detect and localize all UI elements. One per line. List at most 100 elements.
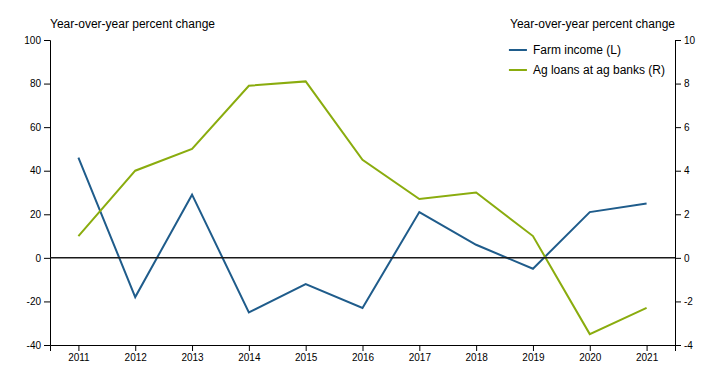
series-line xyxy=(78,81,646,334)
tick: 2013 xyxy=(181,345,204,363)
tick: -40 xyxy=(27,340,50,351)
tick-mark xyxy=(675,84,681,85)
tick-mark xyxy=(675,214,681,215)
legend-swatch xyxy=(509,69,527,71)
tick: 10 xyxy=(675,35,696,46)
tick-mark xyxy=(249,345,250,351)
tick-mark xyxy=(192,345,193,351)
chart: 2011201220132014201520162017201820192020… xyxy=(0,0,725,375)
tick: 4 xyxy=(675,165,690,176)
tick-mark xyxy=(675,258,681,259)
tick-mark xyxy=(78,345,79,351)
tick-label: 2017 xyxy=(409,352,432,363)
tick: 2014 xyxy=(238,345,261,363)
plot: 2011201220132014201520162017201820192020… xyxy=(24,17,695,363)
tick-label: 2019 xyxy=(522,352,545,363)
tick: 2012 xyxy=(125,345,148,363)
y-axis-label: Year-over-year percent change xyxy=(50,17,215,31)
tick-label: 0 xyxy=(684,253,690,264)
tick: 2019 xyxy=(522,345,545,363)
tick-mark xyxy=(419,345,420,351)
tick-label: 2018 xyxy=(466,352,489,363)
tick-label: 10 xyxy=(684,35,696,46)
tick-mark xyxy=(44,171,50,172)
tick: 8 xyxy=(675,78,690,89)
tick-mark xyxy=(44,127,50,128)
tick-mark xyxy=(44,258,50,259)
tick-label: 2015 xyxy=(295,352,318,363)
axis-line xyxy=(51,346,676,352)
tick-label: 100 xyxy=(24,35,41,46)
tick-mark xyxy=(306,345,307,351)
tick-mark xyxy=(590,345,591,351)
tick: 2020 xyxy=(579,345,602,363)
y2-axis-label: Year-over-year percent change xyxy=(510,17,675,31)
tick-label: 80 xyxy=(30,78,42,89)
tick-label: 2021 xyxy=(636,352,659,363)
y2-axis: -4 -2 0 2 4 6 8 10 xyxy=(675,35,696,351)
tick-mark xyxy=(44,214,50,215)
tick-mark xyxy=(44,301,50,302)
tick-label: -4 xyxy=(684,340,693,351)
tick-label: 4 xyxy=(684,165,690,176)
tick: -4 xyxy=(675,340,693,351)
tick-mark xyxy=(675,40,681,41)
tick-mark xyxy=(675,301,681,302)
axis-line xyxy=(676,41,682,346)
tick-mark xyxy=(476,345,477,351)
tick-label: 6 xyxy=(684,122,690,133)
tick: 40 xyxy=(30,165,50,176)
legend: Farm income (L) Ag loans at ag banks (R) xyxy=(509,43,665,77)
y-axis: -40 -20 0 20 40 60 80 100 xyxy=(24,35,50,351)
tick: 80 xyxy=(30,78,50,89)
tick-label: -20 xyxy=(27,296,42,307)
tick-mark xyxy=(44,345,50,346)
series-line xyxy=(78,158,646,313)
tick-label: 2020 xyxy=(579,352,602,363)
tick-label: 8 xyxy=(684,78,690,89)
tick: 100 xyxy=(24,35,50,46)
tick: 0 xyxy=(675,253,690,264)
tick-label: 2014 xyxy=(238,352,261,363)
tick: 2021 xyxy=(636,345,659,363)
tick-label: -40 xyxy=(27,340,42,351)
tick-label: 40 xyxy=(30,165,42,176)
tick-mark xyxy=(135,345,136,351)
tick-mark xyxy=(363,345,364,351)
legend-item: Farm income (L) xyxy=(509,43,621,57)
tick: 2011 xyxy=(68,345,90,363)
tick-label: 2 xyxy=(684,209,690,220)
marks xyxy=(50,81,675,334)
tick-mark xyxy=(647,345,648,351)
tick-label: 60 xyxy=(30,122,42,133)
tick-label: 2013 xyxy=(181,352,204,363)
tick: 60 xyxy=(30,122,50,133)
tick: -2 xyxy=(675,296,693,307)
tick-label: -2 xyxy=(684,296,693,307)
tick-mark xyxy=(675,345,681,346)
legend-swatch xyxy=(509,49,527,51)
tick: 0 xyxy=(35,253,50,264)
tick-label: 2012 xyxy=(125,352,148,363)
tick: 6 xyxy=(675,122,690,133)
tick: 2 xyxy=(675,209,690,220)
tick: 2016 xyxy=(352,345,375,363)
tick-mark xyxy=(675,127,681,128)
tick: 2018 xyxy=(466,345,489,363)
tick-mark xyxy=(675,171,681,172)
x-axis: 2011 2012 2013 2014 2015 2016 2017 2018 2019 2020… xyxy=(51,345,676,363)
tick: 20 xyxy=(30,209,50,220)
legend-label: Farm income (L) xyxy=(533,43,621,57)
tick-label: 0 xyxy=(35,253,41,264)
tick-mark xyxy=(533,345,534,351)
tick: 2017 xyxy=(409,345,432,363)
legend-label: Ag loans at ag banks (R) xyxy=(533,63,665,77)
tick-label: 2016 xyxy=(352,352,375,363)
tick-mark xyxy=(44,84,50,85)
tick-mark xyxy=(44,40,50,41)
axis-line xyxy=(44,41,51,346)
legend-item: Ag loans at ag banks (R) xyxy=(509,63,665,77)
reference-line xyxy=(50,257,675,259)
tick: 2015 xyxy=(295,345,318,363)
tick-label: 2011 xyxy=(68,352,90,363)
